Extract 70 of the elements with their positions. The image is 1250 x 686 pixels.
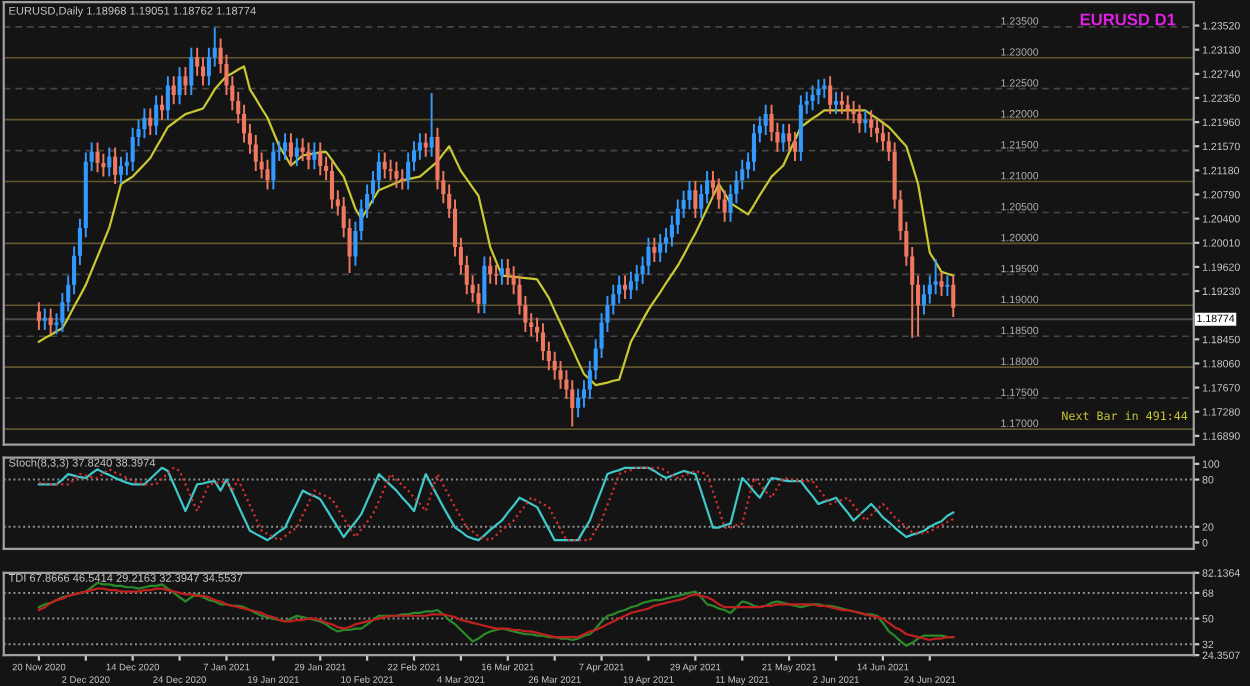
candlestick xyxy=(763,103,768,137)
candlestick xyxy=(95,141,100,174)
candlestick xyxy=(494,264,499,286)
candlestick xyxy=(200,56,206,87)
candlestick xyxy=(288,132,293,168)
candlestick xyxy=(628,270,633,301)
line-series xyxy=(37,466,955,542)
candlestick xyxy=(693,179,698,219)
candlestick xyxy=(400,168,405,191)
candlestick xyxy=(816,78,821,106)
candlestick xyxy=(306,141,311,171)
candlestick xyxy=(810,84,815,112)
candlestick xyxy=(576,387,581,419)
candlestick xyxy=(394,160,399,189)
candlestick xyxy=(482,255,487,315)
candlestick xyxy=(945,274,950,297)
candlestick xyxy=(142,107,147,140)
candlestick xyxy=(476,282,481,315)
candlestick xyxy=(652,236,657,263)
candlestick xyxy=(189,46,194,96)
candlestick xyxy=(183,66,188,96)
line-series xyxy=(37,65,955,387)
candlestick xyxy=(36,301,41,332)
candlestick xyxy=(429,92,434,158)
candlestick xyxy=(318,141,323,177)
candlestick xyxy=(382,151,387,180)
candlestick xyxy=(839,90,844,116)
candlestick xyxy=(869,109,874,138)
candlestick xyxy=(687,179,692,211)
candlestick xyxy=(851,100,856,125)
candlestick xyxy=(658,233,663,263)
candlestick xyxy=(48,307,53,336)
candlestick xyxy=(300,137,305,163)
candlestick xyxy=(113,146,118,185)
candlestick xyxy=(921,283,926,316)
candlestick xyxy=(130,126,135,172)
candlestick xyxy=(822,77,827,99)
candlestick xyxy=(171,75,176,106)
candlestick xyxy=(951,274,956,319)
candlestick xyxy=(634,264,639,292)
candlestick xyxy=(329,160,335,210)
candlestick xyxy=(828,75,833,116)
candlestick xyxy=(118,155,124,185)
candlestick xyxy=(646,236,651,276)
candlestick xyxy=(271,141,276,191)
candlestick xyxy=(312,141,317,171)
candlestick xyxy=(148,107,153,137)
candlestick xyxy=(751,123,757,172)
candlestick xyxy=(107,146,112,178)
candlestick xyxy=(622,274,628,301)
candlestick xyxy=(177,66,182,106)
candlestick xyxy=(933,257,938,296)
candlestick xyxy=(798,94,803,163)
candlestick xyxy=(833,90,839,116)
candlestick xyxy=(265,158,270,191)
candlestick xyxy=(388,158,393,182)
text: EURUSD D1 xyxy=(1080,13,1176,26)
candlestick xyxy=(552,350,557,381)
candlestick xyxy=(540,322,546,362)
candlestick xyxy=(283,132,288,161)
candlestick xyxy=(165,75,170,121)
candlestick xyxy=(499,257,504,286)
candlestick xyxy=(42,307,47,332)
candlestick xyxy=(857,103,862,134)
candlestick xyxy=(792,131,798,163)
candlestick xyxy=(154,94,159,137)
candlestick xyxy=(939,270,944,297)
candlestick xyxy=(781,123,786,153)
candlestick xyxy=(294,137,299,168)
candlestick xyxy=(505,257,510,286)
